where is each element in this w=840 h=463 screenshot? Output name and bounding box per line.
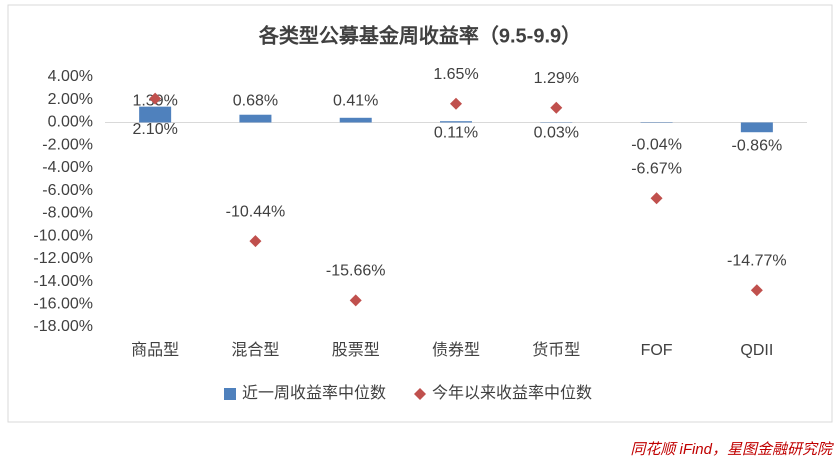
data-label: 1.65% <box>433 66 478 83</box>
bar <box>440 121 472 123</box>
legend-swatch <box>224 388 236 400</box>
marker <box>349 294 362 307</box>
data-label: 0.68% <box>233 93 278 110</box>
data-label: -15.66% <box>326 263 386 280</box>
y-tick-label: 4.00% <box>48 68 93 85</box>
data-label: 0.11% <box>434 125 478 142</box>
data-label: -14.77% <box>727 253 787 270</box>
chart-frame <box>7 4 833 423</box>
y-tick-label: 0.00% <box>48 114 93 131</box>
data-label: 0.41% <box>333 93 378 110</box>
data-label: 0.03% <box>534 125 579 142</box>
data-label: -10.44% <box>226 203 286 220</box>
marker <box>750 284 763 297</box>
legend-label: 今年以来收益率中位数 <box>432 384 592 402</box>
y-tick-label: -2.00% <box>42 136 93 153</box>
bar <box>139 106 172 123</box>
legend-swatch <box>414 388 426 400</box>
bar <box>339 117 372 123</box>
bar <box>239 114 272 123</box>
chart-title: 各类型公募基金周收益率（9.5-9.9） <box>258 23 581 47</box>
marker <box>249 235 262 248</box>
y-tick-label: -4.00% <box>42 159 93 176</box>
data-label: -0.04% <box>631 137 682 154</box>
y-tick-label: -16.00% <box>33 295 93 312</box>
x-tick-label: 股票型 <box>332 341 380 359</box>
marker <box>650 192 663 205</box>
x-tick-label: 货币型 <box>532 341 580 359</box>
source: 同花顺 iFind，星图金融研究院 <box>630 441 834 458</box>
y-tick-label: -18.00% <box>33 318 93 335</box>
legend-label: 近一周收益率中位数 <box>242 384 386 402</box>
marker <box>550 101 563 114</box>
x-tick-label: FOF <box>641 342 673 359</box>
y-tick-label: -8.00% <box>42 205 93 222</box>
marker <box>149 92 162 105</box>
x-tick-label: 商品型 <box>131 341 179 359</box>
y-tick-label: -6.00% <box>42 182 93 199</box>
x-tick-label: QDII <box>740 342 773 359</box>
x-tick-label: 混合型 <box>231 341 279 359</box>
y-tick-label: -14.00% <box>33 273 93 290</box>
y-tick-label: -12.00% <box>33 250 93 267</box>
data-label: -0.86% <box>732 137 783 154</box>
marker <box>450 97 462 110</box>
bar <box>740 122 773 133</box>
data-label: 1.29% <box>534 70 579 87</box>
data-label: -6.67% <box>631 160 682 177</box>
y-tick-label: 2.00% <box>48 91 93 108</box>
x-tick-label: 债券型 <box>432 341 480 359</box>
y-tick-label: -10.00% <box>33 227 93 244</box>
data-label: 2.10% <box>132 121 177 138</box>
